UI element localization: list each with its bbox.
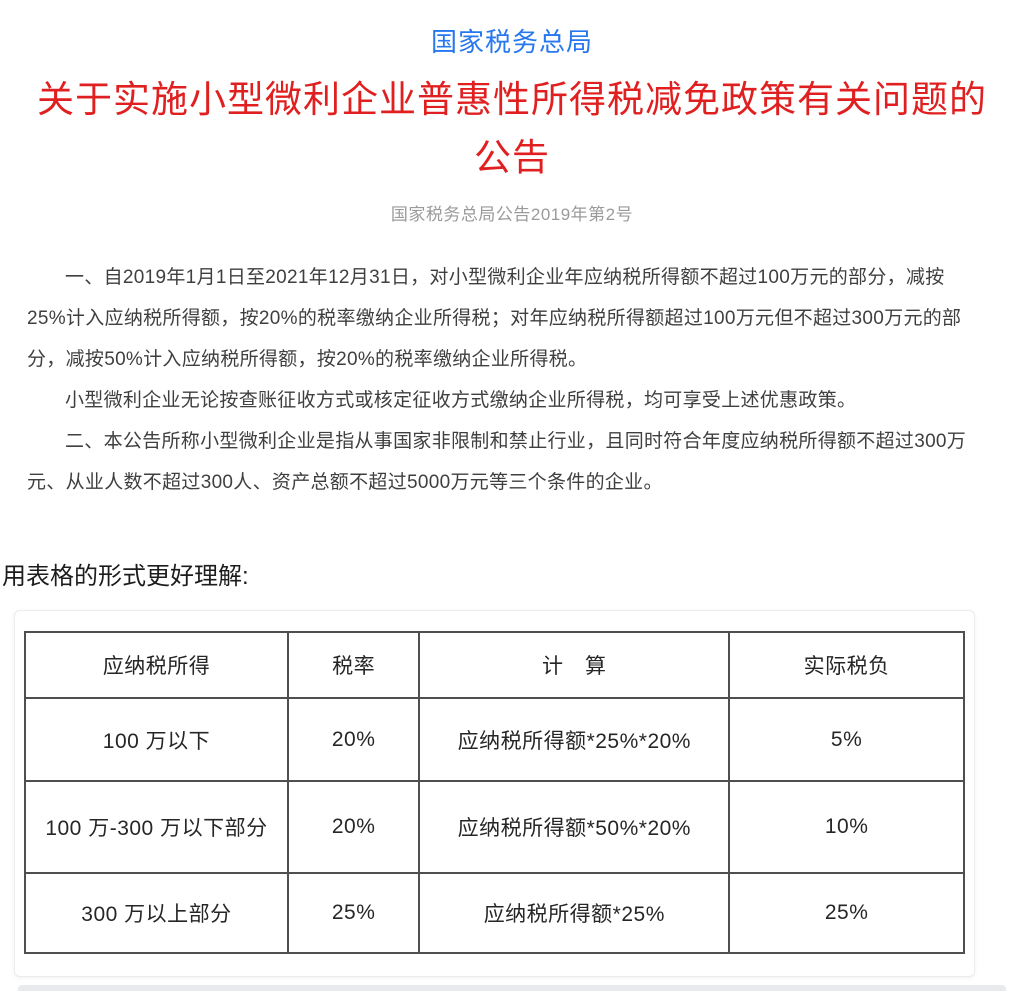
table-cell-burden: 25% <box>728 872 965 954</box>
table-cell-rate: 20% <box>286 697 421 782</box>
announcement-body: 一、自2019年1月1日至2021年12月31日，对小型微利企业年应纳税所得额不… <box>27 257 975 503</box>
announcement-title: 关于实施小型微利企业普惠性所得税减免政策有关问题的 公告 <box>0 71 1024 187</box>
table-row: 100 万-300 万以下部分 20% 应纳税所得额*50%*20% 10% <box>24 780 965 874</box>
body-paragraph-1: 一、自2019年1月1日至2021年12月31日，对小型微利企业年应纳税所得额不… <box>27 267 962 370</box>
tax-rate-table: 应纳税所得 税率 计 算 实际税负 100 万以下 20% 应纳税所得额*25%… <box>24 631 965 954</box>
table-cell-burden: 10% <box>728 780 965 874</box>
table-cell-burden: 5% <box>728 697 965 782</box>
header-tax-rate: 税率 <box>286 631 421 699</box>
next-section-edge <box>18 985 1006 991</box>
table-cell-rate: 25% <box>286 872 421 954</box>
header-calculation: 计 算 <box>418 631 731 699</box>
table-header-row: 应纳税所得 税率 计 算 实际税负 <box>24 631 965 699</box>
announcement-title-line2: 公告 <box>474 137 550 178</box>
table-cell-income: 300 万以上部分 <box>24 872 289 954</box>
table-intro-text: 用表格的形式更好理解: <box>2 563 249 590</box>
body-paragraph-2: 小型微利企业无论按查账征收方式或核定征收方式缴纳企业所得税，均可享受上述优惠政策… <box>65 390 857 411</box>
tax-table-card: 应纳税所得 税率 计 算 实际税负 100 万以下 20% 应纳税所得额*25%… <box>14 610 975 977</box>
table-cell-rate: 20% <box>286 780 421 874</box>
source-agency-link[interactable]: 国家税务总局 <box>430 27 593 57</box>
announcement-number: 国家税务总局公告2019年第2号 <box>390 205 634 224</box>
table-cell-calc: 应纳税所得额*25%*20% <box>418 697 731 782</box>
header-actual-burden: 实际税负 <box>728 631 965 699</box>
table-cell-calc: 应纳税所得额*25% <box>418 872 731 954</box>
table-cell-income: 100 万-300 万以下部分 <box>24 780 289 874</box>
body-paragraph-3: 二、本公告所称小型微利企业是指从事国家非限制和禁止行业，且同时符合年度应纳税所得… <box>27 431 967 493</box>
table-cell-calc: 应纳税所得额*50%*20% <box>418 780 731 874</box>
table-row: 100 万以下 20% 应纳税所得额*25%*20% 5% <box>24 697 965 782</box>
table-cell-income: 100 万以下 <box>24 697 289 782</box>
announcement-title-line1: 关于实施小型微利企业普惠性所得税减免政策有关问题的 <box>37 79 987 120</box>
header-taxable-income: 应纳税所得 <box>24 631 289 699</box>
table-row: 300 万以上部分 25% 应纳税所得额*25% 25% <box>24 872 965 954</box>
